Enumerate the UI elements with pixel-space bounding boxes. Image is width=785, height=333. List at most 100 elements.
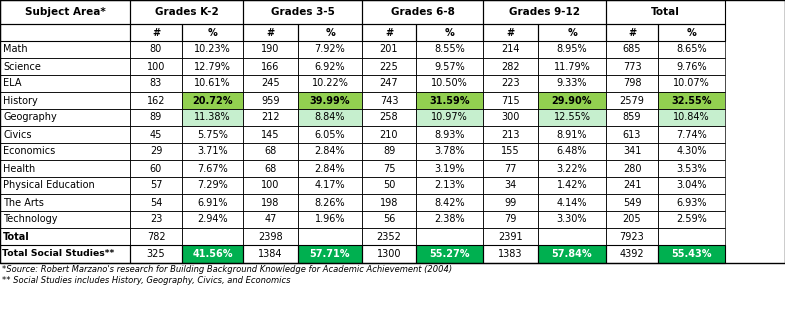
Text: 223: 223 [501, 79, 520, 89]
Text: 210: 210 [380, 130, 398, 140]
Text: #: # [152, 28, 160, 38]
Bar [298, 24, 362, 41]
Bar [0, 92, 130, 109]
Text: 47: 47 [265, 214, 276, 224]
Text: 6.91%: 6.91% [197, 197, 228, 207]
Text: 2.84%: 2.84% [315, 164, 345, 173]
Text: 213: 213 [502, 130, 520, 140]
Bar [483, 177, 538, 194]
Text: 201: 201 [380, 45, 398, 55]
Text: 9.33%: 9.33% [557, 79, 587, 89]
Text: 75: 75 [383, 164, 396, 173]
Bar [483, 143, 538, 160]
Bar [0, 194, 130, 211]
Bar [130, 126, 182, 143]
Bar [658, 109, 725, 126]
Bar [606, 160, 658, 177]
Text: 29: 29 [150, 147, 162, 157]
Bar [416, 109, 483, 126]
Text: 2.59%: 2.59% [676, 214, 706, 224]
Text: 9.57%: 9.57% [434, 62, 465, 72]
Bar [298, 194, 362, 211]
Text: The Arts: The Arts [3, 197, 44, 207]
Text: 9.76%: 9.76% [676, 62, 706, 72]
Bar [538, 24, 606, 41]
Bar [658, 24, 725, 41]
Bar [243, 177, 298, 194]
Bar [362, 0, 483, 24]
Text: Grades 6-8: Grades 6-8 [391, 7, 455, 17]
Bar [0, 228, 130, 245]
Text: 3.22%: 3.22% [557, 164, 587, 173]
Bar [416, 177, 483, 194]
Bar [182, 143, 243, 160]
Bar [658, 75, 725, 92]
Bar [298, 143, 362, 160]
Bar [606, 92, 658, 109]
Text: 245: 245 [261, 79, 279, 89]
Bar [538, 109, 606, 126]
Bar [658, 41, 725, 58]
Bar [182, 211, 243, 228]
Bar [538, 92, 606, 109]
Text: 10.07%: 10.07% [673, 79, 710, 89]
Bar [0, 0, 785, 263]
Bar [606, 211, 658, 228]
Bar [0, 143, 130, 160]
Bar [130, 92, 182, 109]
Bar [416, 126, 483, 143]
Text: %: % [687, 28, 696, 38]
Bar [243, 126, 298, 143]
Text: 10.61%: 10.61% [194, 79, 231, 89]
Bar [298, 194, 362, 211]
Bar [362, 177, 416, 194]
Bar [130, 58, 182, 75]
Bar [658, 58, 725, 75]
Text: 39.99%: 39.99% [310, 96, 350, 106]
Text: 57: 57 [150, 180, 162, 190]
Bar [362, 58, 416, 75]
Bar [483, 92, 538, 109]
Bar [606, 228, 658, 245]
Bar [658, 126, 725, 143]
Text: 7.92%: 7.92% [315, 45, 345, 55]
Text: %: % [567, 28, 577, 38]
Bar [362, 245, 416, 263]
Bar [298, 177, 362, 194]
Bar [0, 58, 130, 75]
Text: 6.92%: 6.92% [315, 62, 345, 72]
Text: 60: 60 [150, 164, 162, 173]
Text: 10.50%: 10.50% [431, 79, 468, 89]
Text: 241: 241 [623, 180, 641, 190]
Bar [130, 177, 182, 194]
Bar [243, 24, 298, 41]
Text: 212: 212 [261, 113, 279, 123]
Bar [182, 228, 243, 245]
Bar [483, 160, 538, 177]
Bar [0, 92, 130, 109]
Bar [298, 245, 362, 263]
Bar [243, 245, 298, 263]
Text: 2398: 2398 [258, 231, 283, 241]
Bar [243, 177, 298, 194]
Bar [130, 211, 182, 228]
Text: 32.55%: 32.55% [671, 96, 712, 106]
Bar [130, 75, 182, 92]
Bar [538, 58, 606, 75]
Bar [483, 58, 538, 75]
Bar [182, 160, 243, 177]
Bar [0, 245, 130, 263]
Text: 2352: 2352 [377, 231, 401, 241]
Bar [0, 160, 130, 177]
Bar [483, 0, 606, 24]
Bar [130, 126, 182, 143]
Bar [483, 109, 538, 126]
Text: #: # [628, 28, 636, 38]
Bar [658, 92, 725, 109]
Bar [483, 177, 538, 194]
Bar [130, 160, 182, 177]
Text: Total Social Studies**: Total Social Studies** [2, 249, 115, 258]
Text: 145: 145 [261, 130, 279, 140]
Bar [606, 0, 725, 24]
Text: 68: 68 [265, 164, 276, 173]
